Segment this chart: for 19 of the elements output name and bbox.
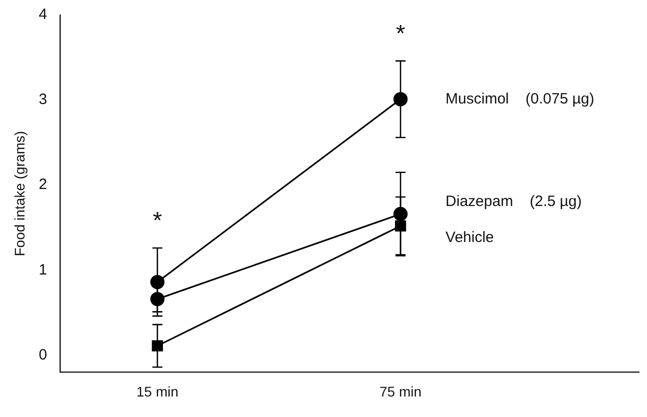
point bbox=[150, 274, 164, 290]
point bbox=[393, 206, 408, 222]
point bbox=[393, 92, 408, 106]
annotation: * bbox=[152, 208, 162, 235]
point bbox=[394, 220, 406, 232]
y-tick-label: 1 bbox=[38, 261, 48, 278]
annotation: * bbox=[396, 20, 406, 48]
y-tick-label: 2 bbox=[38, 176, 48, 194]
y-tick-label: 4 bbox=[38, 6, 48, 24]
text: Vehicle bbox=[446, 229, 494, 246]
y-tick-label: 0 bbox=[38, 346, 48, 364]
y-tick-label: 3 bbox=[38, 91, 48, 108]
x-tick-label: 75 min bbox=[380, 383, 422, 400]
point bbox=[152, 340, 163, 352]
y-axis-title: Food intake (grams) bbox=[11, 130, 28, 256]
point bbox=[150, 292, 164, 306]
x-tick-label: 15 min bbox=[136, 383, 178, 400]
text: Diazepam (2.5 µg) bbox=[446, 193, 582, 210]
text: Muscimol (0.075 µg) bbox=[446, 90, 594, 108]
